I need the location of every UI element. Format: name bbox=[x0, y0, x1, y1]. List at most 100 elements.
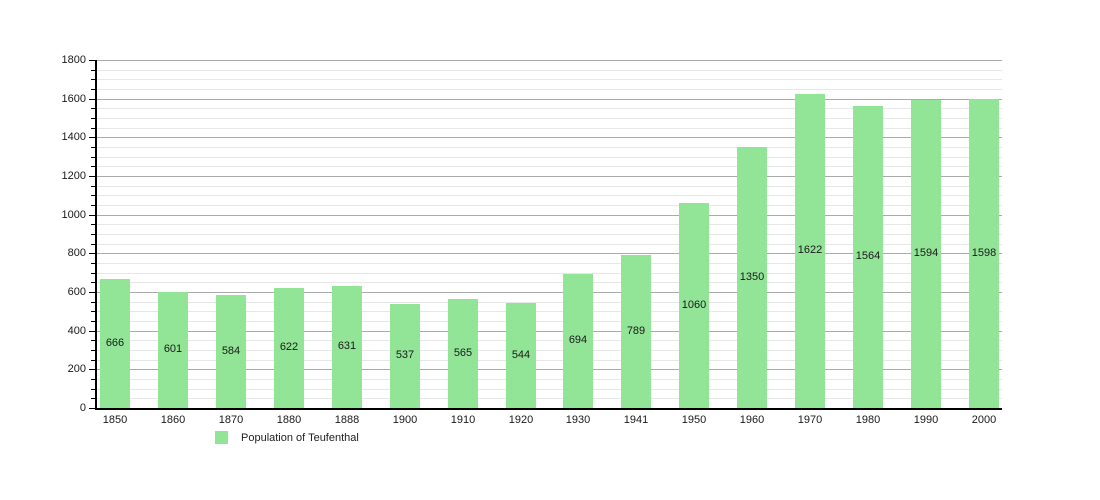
minor-gridline bbox=[97, 302, 1002, 303]
y-tick-label: 1000 bbox=[61, 209, 86, 221]
x-tick-label: 1888 bbox=[334, 414, 360, 426]
y-axis-tick bbox=[91, 79, 95, 80]
bar-value-label: 1622 bbox=[797, 244, 823, 256]
y-axis-tick bbox=[91, 244, 95, 245]
major-gridline bbox=[97, 369, 1002, 370]
y-tick-label: 200 bbox=[67, 363, 86, 375]
y-axis-tick bbox=[91, 70, 95, 71]
y-axis-tick bbox=[91, 234, 95, 235]
minor-gridline bbox=[97, 350, 1002, 351]
bar-value-label: 1564 bbox=[855, 250, 881, 262]
minor-gridline bbox=[97, 263, 1002, 264]
minor-gridline bbox=[97, 195, 1002, 196]
major-gridline bbox=[97, 253, 1002, 254]
y-axis-tick bbox=[91, 166, 95, 167]
y-axis-tick bbox=[91, 340, 95, 341]
minor-gridline bbox=[97, 282, 1002, 283]
y-axis-tick bbox=[91, 195, 95, 196]
x-tick-label: 1900 bbox=[392, 414, 418, 426]
bar-value-label: 1598 bbox=[971, 247, 997, 259]
y-axis-tick bbox=[91, 186, 95, 187]
y-axis-tick bbox=[89, 331, 95, 332]
y-axis-tick bbox=[91, 128, 95, 129]
x-tick-label: 1920 bbox=[508, 414, 534, 426]
bar-value-label: 565 bbox=[453, 347, 473, 359]
y-tick-label: 800 bbox=[67, 247, 86, 259]
major-gridline bbox=[97, 137, 1002, 138]
minor-gridline bbox=[97, 224, 1002, 225]
y-axis-tick bbox=[91, 350, 95, 351]
y-tick-label: 400 bbox=[67, 325, 86, 337]
y-axis-tick bbox=[91, 108, 95, 109]
bar-1860: 601 bbox=[158, 292, 188, 408]
y-axis-tick bbox=[91, 118, 95, 119]
x-tick-label: 1950 bbox=[681, 414, 707, 426]
y-axis-tick bbox=[89, 253, 95, 254]
major-gridline bbox=[97, 60, 1002, 61]
y-axis-line bbox=[95, 60, 97, 410]
minor-gridline bbox=[97, 340, 1002, 341]
y-axis-tick bbox=[91, 89, 95, 90]
y-axis-tick bbox=[89, 99, 95, 100]
x-tick-label: 1910 bbox=[450, 414, 476, 426]
bar-value-label: 666 bbox=[105, 337, 125, 349]
minor-gridline bbox=[97, 205, 1002, 206]
y-axis-tick bbox=[89, 176, 95, 177]
y-axis-tick bbox=[89, 60, 95, 61]
y-axis-tick bbox=[91, 263, 95, 264]
y-tick-label: 1800 bbox=[61, 54, 86, 66]
y-tick-label: 1200 bbox=[61, 170, 86, 182]
minor-gridline bbox=[97, 70, 1002, 71]
bar-value-label: 1350 bbox=[739, 271, 765, 283]
y-axis-tick bbox=[89, 215, 95, 216]
x-tick-label: 1970 bbox=[797, 414, 823, 426]
legend-swatch bbox=[215, 431, 228, 444]
bar-1990: 1594 bbox=[911, 100, 941, 408]
major-gridline bbox=[97, 99, 1002, 100]
y-axis-tick bbox=[89, 408, 95, 409]
x-tick-label: 1980 bbox=[855, 414, 881, 426]
plot-area: 666 601 584 622 631 537 565 544 694 789 1060 1350 16… bbox=[89, 60, 1002, 409]
x-tick-label: 1870 bbox=[218, 414, 244, 426]
minor-gridline bbox=[97, 398, 1002, 399]
bar-1970: 1622 bbox=[795, 94, 825, 408]
bar-value-label: 584 bbox=[221, 345, 241, 357]
y-tick-label: 600 bbox=[67, 286, 86, 298]
minor-gridline bbox=[97, 118, 1002, 119]
y-tick-label: 1400 bbox=[61, 131, 86, 143]
bar-value-label: 601 bbox=[163, 343, 183, 355]
bar-value-label: 694 bbox=[568, 334, 588, 346]
x-tick-label: 1990 bbox=[913, 414, 939, 426]
y-axis-tick bbox=[91, 302, 95, 303]
x-tick-label: 1960 bbox=[739, 414, 765, 426]
bar-1910: 565 bbox=[448, 299, 478, 408]
bar-1850: 666 bbox=[100, 279, 130, 408]
legend-label: Population of Teufenthal bbox=[241, 431, 359, 444]
y-axis-tick bbox=[91, 389, 95, 390]
minor-gridline bbox=[97, 166, 1002, 167]
y-axis-tick bbox=[91, 205, 95, 206]
minor-gridline bbox=[97, 108, 1002, 109]
minor-gridline bbox=[97, 186, 1002, 187]
minor-gridline bbox=[97, 234, 1002, 235]
y-tick-label: 1600 bbox=[61, 93, 86, 105]
bar-1950: 1060 bbox=[679, 203, 709, 408]
bar-1888: 631 bbox=[332, 286, 362, 408]
minor-gridline bbox=[97, 79, 1002, 80]
bar-1880: 622 bbox=[274, 288, 304, 408]
bar-1900: 537 bbox=[390, 304, 420, 408]
bar-2000: 1598 bbox=[969, 99, 999, 408]
bar-1930: 694 bbox=[563, 274, 593, 408]
major-gridline bbox=[97, 215, 1002, 216]
y-axis-tick bbox=[91, 360, 95, 361]
minor-gridline bbox=[97, 273, 1002, 274]
bar-1960: 1350 bbox=[737, 147, 767, 408]
y-axis-tick bbox=[91, 321, 95, 322]
major-gridline bbox=[97, 176, 1002, 177]
minor-gridline bbox=[97, 244, 1002, 245]
minor-gridline bbox=[97, 147, 1002, 148]
bar-1870: 584 bbox=[216, 295, 246, 408]
minor-gridline bbox=[97, 89, 1002, 90]
major-gridline bbox=[97, 292, 1002, 293]
y-axis-tick bbox=[89, 137, 95, 138]
